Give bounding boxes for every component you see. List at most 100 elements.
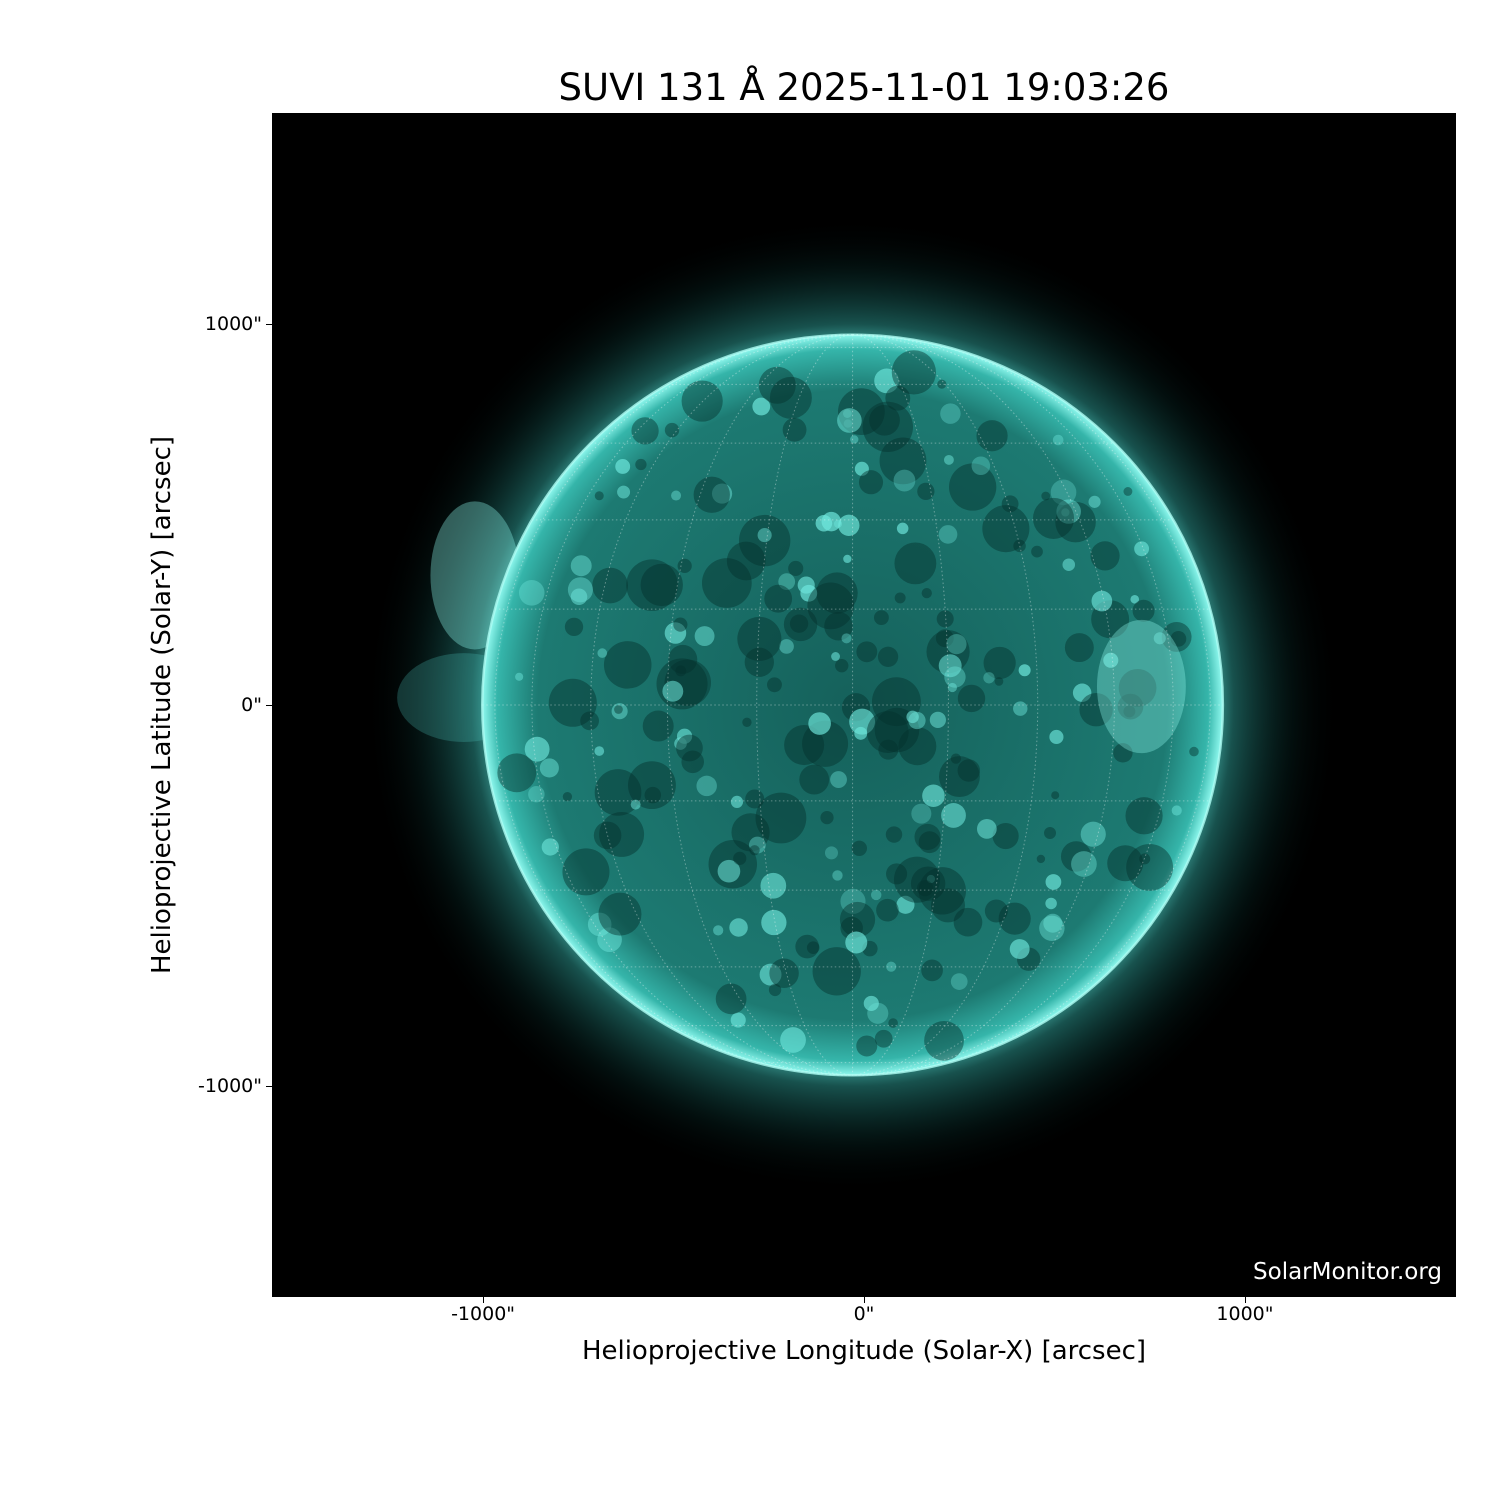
bright-region xyxy=(808,712,831,735)
dark-region xyxy=(894,542,937,585)
bright-region xyxy=(730,795,744,808)
dark-region xyxy=(799,764,830,795)
bright-region xyxy=(1045,874,1062,890)
dark-region xyxy=(839,901,876,938)
bright-region xyxy=(696,775,717,797)
plot-area: SolarMonitor.org xyxy=(272,113,1456,1297)
bright-region xyxy=(713,925,724,936)
dark-region xyxy=(921,587,932,599)
grid-meridian xyxy=(590,334,853,1076)
bright-region xyxy=(711,483,733,504)
dark-region xyxy=(745,789,765,809)
bright-region xyxy=(1103,652,1119,668)
bright-region xyxy=(615,459,631,474)
x-tick xyxy=(1244,1297,1246,1303)
dark-region xyxy=(918,867,967,915)
dark-region xyxy=(806,941,820,954)
dark-region xyxy=(497,753,537,793)
bright-region xyxy=(671,490,682,501)
dark-region xyxy=(812,947,861,996)
dark-region xyxy=(862,401,913,453)
dark-region xyxy=(1013,539,1026,553)
bright-region xyxy=(874,368,899,394)
dark-region xyxy=(749,845,760,856)
bright-region xyxy=(674,737,687,750)
dark-region xyxy=(1107,845,1144,882)
dark-region xyxy=(673,617,688,632)
dark-region xyxy=(681,380,723,422)
active-region-west xyxy=(1096,619,1186,754)
bright-region xyxy=(938,654,962,678)
bright-region xyxy=(929,711,946,728)
bright-region xyxy=(630,799,641,810)
dark-region xyxy=(885,385,911,411)
dark-region xyxy=(681,750,704,774)
dark-region xyxy=(675,665,687,677)
bright-region xyxy=(752,397,771,416)
bright-region xyxy=(528,785,545,803)
dark-region xyxy=(1123,705,1136,718)
dark-region xyxy=(693,476,730,513)
bright-region xyxy=(1072,683,1092,702)
dark-region xyxy=(1055,501,1096,543)
dark-region xyxy=(1123,487,1133,496)
bright-region xyxy=(840,888,866,914)
bright-region xyxy=(570,555,592,577)
dark-region xyxy=(594,769,642,816)
bright-region xyxy=(1052,434,1064,446)
bright-region xyxy=(863,995,879,1011)
dark-region xyxy=(664,422,680,438)
dark-region xyxy=(931,888,966,923)
grid-meridian xyxy=(852,334,1211,1076)
dark-region xyxy=(939,756,980,798)
dark-region xyxy=(949,463,997,511)
bright-region xyxy=(587,912,612,937)
dark-region xyxy=(858,470,884,495)
dark-region xyxy=(917,482,935,501)
bright-region xyxy=(843,554,852,564)
y-tick-label: 1000" xyxy=(204,313,262,336)
dark-region xyxy=(562,791,573,802)
dark-region xyxy=(878,739,899,760)
bright-region xyxy=(664,622,687,644)
bright-region xyxy=(1062,558,1076,572)
x-tick-label: -1000" xyxy=(451,1303,516,1325)
bright-region xyxy=(539,758,559,778)
dark-region xyxy=(789,614,809,633)
dark-region xyxy=(936,610,954,628)
dark-region xyxy=(1064,633,1094,663)
bright-region xyxy=(1071,851,1097,877)
dark-region xyxy=(891,350,936,395)
dark-region xyxy=(1051,791,1060,800)
dark-region xyxy=(984,899,1008,923)
grid-meridian xyxy=(666,334,853,1076)
dark-region xyxy=(784,725,825,766)
dark-region xyxy=(701,558,752,608)
dark-region xyxy=(824,611,853,641)
bright-region xyxy=(617,485,631,499)
bright-region xyxy=(941,803,966,828)
bright-region xyxy=(1061,508,1070,517)
dark-region xyxy=(642,710,674,742)
dark-region xyxy=(1118,668,1157,707)
bright-region xyxy=(694,626,715,647)
dark-region xyxy=(869,404,900,436)
bright-region xyxy=(943,454,954,465)
dark-region xyxy=(957,759,981,782)
bright-region xyxy=(947,682,957,693)
solar-disk xyxy=(482,334,1223,1076)
bright-region xyxy=(541,838,559,856)
dark-region xyxy=(737,616,782,661)
bright-region xyxy=(1134,541,1150,557)
dark-region xyxy=(921,959,943,982)
dark-region xyxy=(835,658,849,673)
dark-region xyxy=(879,437,927,485)
bright-region xyxy=(854,726,868,740)
bright-region xyxy=(1056,499,1081,524)
dark-region xyxy=(1060,841,1092,872)
bright-region xyxy=(1091,590,1113,612)
dark-region xyxy=(768,983,782,997)
dark-region xyxy=(1032,497,1075,539)
dark-region xyxy=(1090,541,1120,571)
sun-image xyxy=(363,216,1342,1194)
